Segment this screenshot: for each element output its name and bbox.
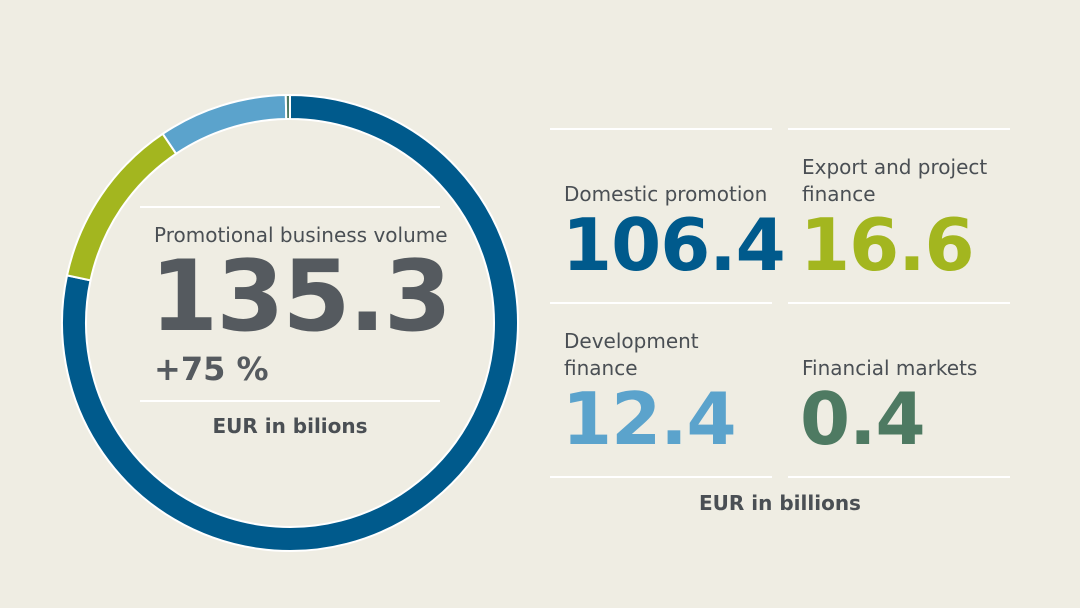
- tile-rule: [788, 128, 1010, 130]
- donut-segment-3: [284, 93, 291, 121]
- donut-segment-0: [61, 93, 519, 552]
- total-title: Promotional business volume: [154, 223, 448, 247]
- total-value: 135.3: [150, 240, 452, 354]
- tile-label: Financial markets: [802, 356, 978, 380]
- tile-development-finance: Development finance 12.4: [550, 302, 772, 474]
- total-unit: EUR in bilions: [212, 414, 368, 438]
- tile-domestic-promotion: Domestic promotion 106.4: [550, 128, 786, 300]
- growth-value: +75 %: [154, 350, 269, 388]
- tile-label: Domestic promotion: [564, 182, 768, 206]
- grid-bottom-rule: [550, 476, 772, 478]
- tile-rule: [550, 128, 772, 130]
- donut-segment-2: [161, 94, 288, 156]
- tile-value: 16.6: [800, 203, 975, 287]
- tile-value: 106.4: [562, 203, 786, 287]
- grid-bottom-rule: [788, 476, 1010, 478]
- tile-value: 12.4: [562, 377, 737, 461]
- tile-rule: [788, 302, 1010, 304]
- tile-export-project-finance: Export and project finance 16.6: [788, 128, 1010, 300]
- tile-label: Development finance: [564, 329, 699, 380]
- center-top-rule: [140, 206, 440, 208]
- tile-label: Export and project finance: [802, 155, 988, 206]
- breakdown-unit: EUR in billions: [699, 491, 861, 515]
- tile-value: 0.4: [800, 377, 926, 461]
- tile-financial-markets: Financial markets 0.4: [788, 302, 1010, 474]
- center-bottom-rule: [140, 400, 440, 402]
- donut-center-summary: Promotional business volume 135.3 +75 % …: [140, 206, 452, 446]
- tile-rule: [550, 302, 772, 304]
